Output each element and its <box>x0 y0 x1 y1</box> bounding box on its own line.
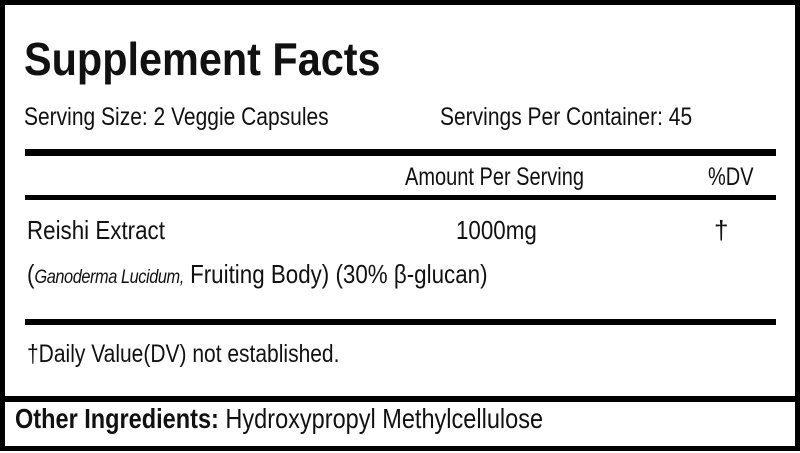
header-rule <box>25 195 776 200</box>
other-ingredients-panel <box>0 399 800 451</box>
thick-rule <box>25 149 776 156</box>
latin-name: Ganoderma Lucidum, <box>34 267 184 288</box>
source-detail: Fruiting Body) (30% β-glucan) <box>183 259 488 289</box>
other-ingredients-label: Other Ingredients: <box>15 403 219 434</box>
serving-size-text: Serving Size: 2 Veggie Capsules <box>24 103 329 131</box>
other-ingredients-value: Hydroxypropyl Methylcellulose <box>225 403 544 434</box>
thick-rule-bottom <box>25 319 776 325</box>
dv-header-text: %DV <box>708 163 754 191</box>
title-text: Supplement Facts <box>24 33 381 85</box>
servings-per-container: Servings Per Container: 45 <box>440 105 740 130</box>
title: Supplement Facts <box>24 36 420 82</box>
dv-header: %DV <box>708 165 765 190</box>
ingredient-amount: 1000mg <box>456 217 550 243</box>
amount-header-text: Amount Per Serving <box>405 163 584 191</box>
footnote: †Daily Value(DV) not established. <box>27 342 399 367</box>
ingredient-amount-text: 1000mg <box>456 215 537 245</box>
ingredient-dv: † <box>714 215 729 245</box>
supplement-facts-panel <box>0 0 800 399</box>
servings-per-container-text: Servings Per Container: 45 <box>440 103 693 131</box>
ingredient-source: (Ganoderma Lucidum, Fruiting Body) (30% … <box>27 261 563 287</box>
ingredient-name: Reishi Extract <box>27 217 187 243</box>
paren: ( <box>27 259 35 289</box>
footnote-text: †Daily Value(DV) not established. <box>27 340 340 368</box>
amount-header: Amount Per Serving <box>405 165 629 190</box>
other-ingredients: Other Ingredients: Hydroxypropyl Methylc… <box>15 405 644 433</box>
serving-size: Serving Size: 2 Veggie Capsules <box>24 105 387 130</box>
ingredient-name-text: Reishi Extract <box>27 215 165 245</box>
